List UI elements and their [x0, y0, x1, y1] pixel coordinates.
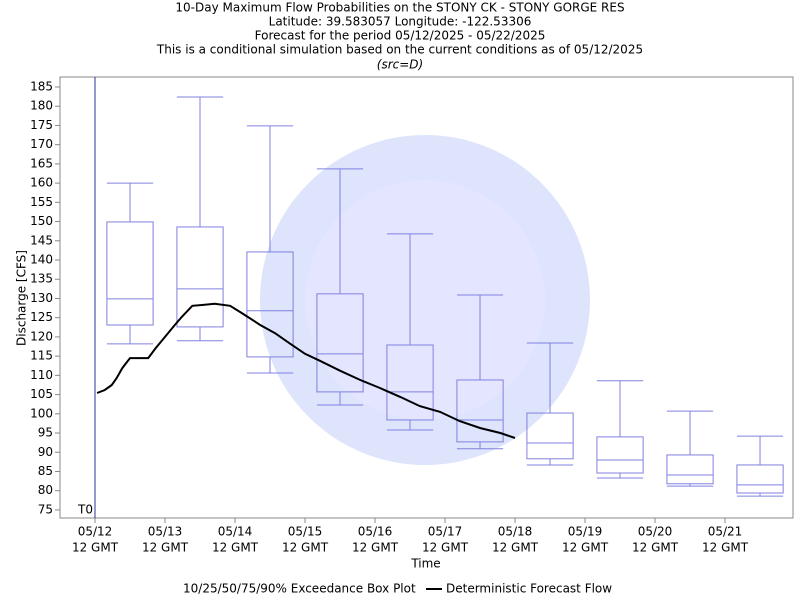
box	[456, 379, 504, 443]
plot-frame	[59, 76, 794, 519]
y-tick-label: 115	[30, 349, 53, 363]
x-tick-label: 05/17	[428, 525, 463, 539]
x-tick-label: 12 GMT	[352, 541, 399, 555]
y-tick-label: 155	[30, 195, 53, 209]
box	[386, 344, 434, 421]
box	[316, 293, 364, 393]
x-tick-label: 12 GMT	[142, 541, 189, 555]
y-tick-label: 120	[30, 329, 53, 343]
y-tick-label: 140	[30, 253, 53, 267]
legend-label: 10/25/50/75/90% Exceedance Box Plot	[183, 582, 416, 596]
y-tick-label: 105	[30, 387, 53, 401]
box	[596, 436, 644, 474]
x-tick-label: 12 GMT	[492, 541, 539, 555]
y-tick-label: 80	[38, 483, 53, 497]
y-tick-label: 130	[30, 291, 53, 305]
x-tick-label: 12 GMT	[72, 541, 119, 555]
x-tick-label: 05/18	[498, 525, 533, 539]
chart-title: This is a conditional simulation based o…	[156, 43, 643, 57]
watermark	[260, 135, 590, 465]
x-tick-label: 05/21	[708, 525, 743, 539]
y-tick-label: 100	[30, 406, 53, 420]
y-tick-label: 95	[38, 426, 53, 440]
x-tick-label: 12 GMT	[562, 541, 609, 555]
y-tick-label: 85	[38, 464, 53, 478]
y-tick-label: 180	[30, 99, 53, 113]
y-tick-label: 170	[30, 137, 53, 151]
x-tick-label: 12 GMT	[212, 541, 259, 555]
chart-subtitle: (src=D)	[377, 58, 423, 72]
x-tick-label: 05/14	[218, 525, 253, 539]
y-axis-label: Discharge [CFS]	[15, 250, 29, 346]
y-tick-label: 150	[30, 214, 53, 228]
x-tick-label: 12 GMT	[632, 541, 679, 555]
x-tick-label: 05/13	[148, 525, 183, 539]
chart-title: Latitude: 39.583057 Longitude: -122.5330…	[269, 15, 532, 29]
box	[526, 412, 574, 460]
forecast-line	[96, 302, 516, 439]
y-tick-label: 135	[30, 272, 53, 286]
t0-label: T0	[77, 503, 93, 517]
legend-label: Deterministic Forecast Flow	[446, 582, 612, 596]
x-tick-label: 05/20	[638, 525, 673, 539]
y-tick-label: 110	[30, 368, 53, 382]
x-tick-label: 12 GMT	[422, 541, 469, 555]
y-tick-label: 145	[30, 233, 53, 247]
y-tick-label: 165	[30, 156, 53, 170]
x-tick-label: 12 GMT	[702, 541, 749, 555]
x-tick-label: 05/19	[568, 525, 603, 539]
chart-title: Forecast for the period 05/12/2025 - 05/…	[255, 29, 546, 43]
x-tick-label: 05/15	[288, 525, 323, 539]
box	[736, 464, 784, 494]
x-tick-label: 12 GMT	[282, 541, 329, 555]
box	[246, 251, 294, 358]
y-tick-label: 160	[30, 176, 53, 190]
box	[666, 454, 714, 485]
chart-title: 10-Day Maximum Flow Probabilities on the…	[175, 1, 624, 15]
box	[176, 226, 224, 328]
x-tick-label: 05/16	[358, 525, 393, 539]
y-tick-label: 125	[30, 310, 53, 324]
box	[106, 221, 154, 326]
y-tick-label: 90	[38, 445, 53, 459]
x-axis-label: Time	[410, 557, 440, 571]
y-tick-label: 75	[38, 502, 53, 516]
x-tick-label: 05/12	[78, 525, 113, 539]
y-tick-label: 185	[30, 79, 53, 93]
y-tick-label: 175	[30, 118, 53, 132]
